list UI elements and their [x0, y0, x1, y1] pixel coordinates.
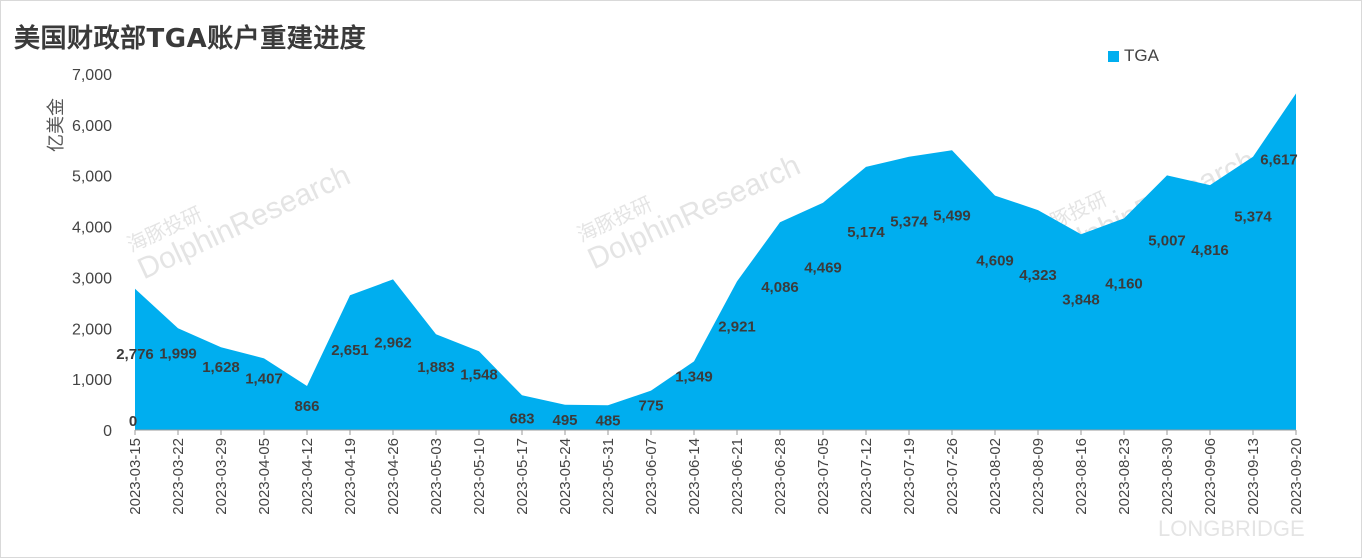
data-label: 1,349: [675, 368, 713, 385]
data-label: 485: [595, 412, 620, 429]
data-label: 2,962: [374, 334, 412, 351]
x-tick-label: 2023-07-05: [815, 438, 832, 515]
x-tick-label: 2023-06-21: [729, 438, 746, 515]
data-label: 6,617: [1260, 151, 1298, 168]
y-tick-label: 7,000: [72, 67, 112, 84]
data-label: 4,469: [804, 260, 842, 277]
data-label: 4,816: [1191, 242, 1229, 259]
data-label: 4,323: [1019, 267, 1057, 284]
data-label: 775: [638, 398, 663, 415]
y-tick-label: 5,000: [72, 169, 112, 186]
y-tick-label: 2,000: [72, 321, 112, 338]
data-label: 1,883: [417, 359, 455, 376]
data-label-layer: 2,776 1,999 1,628 1,407 866 2,651 2,962 1,883 1,…: [116, 151, 1298, 430]
legend-label-tga: TGA: [1124, 46, 1159, 65]
x-tick-label: 2023-08-23: [1116, 438, 1133, 515]
y-tick-label: 0: [103, 423, 112, 440]
x-tick-label: 2023-04-26: [385, 438, 402, 515]
data-label: 5,174: [847, 224, 885, 241]
chart-title: 美国财政部TGA账户重建进度: [14, 24, 367, 54]
data-label: 683: [509, 410, 534, 427]
data-label: 1,999: [159, 345, 197, 362]
watermark-footer: LONGBRIDGE: [1158, 516, 1305, 541]
data-label: 5,374: [1234, 209, 1272, 226]
x-tick-label: 2023-08-09: [1030, 438, 1047, 515]
x-tick-label: 2023-05-10: [471, 438, 488, 515]
tga-area-series: [135, 93, 1296, 430]
data-label: 5,374: [890, 214, 928, 231]
data-label: 3,848: [1062, 291, 1100, 308]
y-tick-label: 3,000: [72, 270, 112, 287]
area-layer: [134, 93, 1297, 430]
x-tick-label: 2023-03-15: [127, 438, 144, 515]
x-tick-label: 2023-07-12: [858, 438, 875, 515]
data-label: 5,499: [933, 207, 971, 224]
x-tick-label: 2023-03-22: [170, 438, 187, 515]
y-tick-label: 1,000: [72, 372, 112, 389]
legend: TGA: [1108, 46, 1159, 66]
data-label: 1,628: [202, 359, 240, 376]
x-tick-label: 2023-04-19: [342, 438, 359, 515]
x-tick-label: 2023-06-14: [686, 438, 703, 515]
x-tick-label: 2023-03-29: [213, 438, 230, 515]
zero-label: 0: [129, 413, 137, 430]
x-tick-label: 2023-07-26: [944, 438, 961, 515]
x-tick-label: 2023-09-06: [1202, 438, 1219, 515]
axis-layer: 0 1,000 2,000 3,000 4,000 5,000 6,000 7,000 2023…: [72, 67, 1305, 515]
data-label: 2,921: [718, 318, 756, 335]
x-tick-label: 2023-09-13: [1245, 438, 1262, 515]
data-label: 495: [552, 412, 577, 429]
data-label: 866: [294, 398, 319, 415]
data-label: 1,548: [460, 366, 498, 383]
x-tick-label: 2023-05-17: [514, 438, 531, 515]
x-tick-label: 2023-04-12: [299, 438, 316, 515]
y-tick-label: 6,000: [72, 118, 112, 135]
data-label: 4,160: [1105, 275, 1143, 292]
x-tick-label: 2023-05-03: [428, 438, 445, 515]
x-tick-label: 2023-08-30: [1159, 438, 1176, 515]
x-tick-label: 2023-05-24: [557, 438, 574, 515]
x-tick-label: 2023-06-07: [643, 438, 660, 515]
x-tick-label: 2023-07-19: [901, 438, 918, 515]
x-tick-label: 2023-08-16: [1073, 438, 1090, 515]
x-tick-label: 2023-04-05: [256, 438, 273, 515]
data-label: 1,407: [245, 370, 283, 387]
data-label: 4,086: [761, 279, 799, 296]
data-label: 5,007: [1148, 232, 1186, 249]
x-tick-label: 2023-09-20: [1288, 438, 1305, 515]
x-tick-label: 2023-06-28: [772, 438, 789, 515]
y-tick-label: 4,000: [72, 220, 112, 237]
data-label: 2,651: [331, 342, 369, 359]
data-label: 4,609: [976, 253, 1014, 270]
x-tick-label: 2023-05-31: [600, 438, 617, 515]
legend-swatch-tga: [1108, 50, 1119, 62]
data-label: 2,776: [116, 346, 154, 363]
x-tick-label: 2023-08-02: [987, 438, 1004, 515]
